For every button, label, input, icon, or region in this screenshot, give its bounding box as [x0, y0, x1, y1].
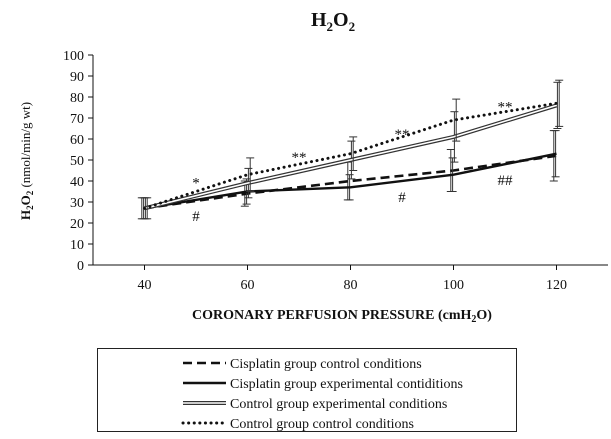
y-tick-label: 90 [70, 70, 84, 85]
y-axis-label: H2O2 (nmol/min/g wt) [18, 102, 35, 220]
y-tick-label: 100 [63, 49, 84, 64]
x-tick-label: 60 [241, 278, 255, 293]
legend-item: Cisplatin group experimental contidition… [183, 377, 463, 392]
x-tick-label: 40 [138, 278, 152, 293]
y-tick-label: 60 [70, 133, 84, 148]
series-line [144, 152, 557, 210]
y-tick-label: 70 [70, 112, 84, 127]
plot-area: 0 10 20 30 40 50 60 70 80 90 100 40 60 80 100 120 * # ** **… [63, 49, 608, 293]
x-tick-label: 100 [443, 278, 464, 293]
annotation: ** [292, 150, 307, 166]
x-axis-label: CORONARY PERFUSION PRESSURE (cmH2O) [192, 308, 492, 325]
series-line-inner [144, 104, 557, 210]
series-line [144, 154, 557, 210]
legend-label: Control group experimental conditions [230, 397, 447, 412]
legend: Cisplatin group control conditions Cispla… [181, 357, 463, 432]
y-tick-label: 80 [70, 91, 84, 106]
legend-box [97, 348, 517, 432]
annotation: # [398, 190, 406, 206]
legend-item: Cisplatin group control conditions [183, 357, 422, 372]
y-tick-label: 30 [70, 196, 84, 211]
y-tick-label: 50 [70, 154, 84, 169]
annotation: # [192, 209, 200, 225]
series-4 [143, 79, 564, 220]
legend-item: Control group experimental conditions [183, 397, 447, 412]
annotation: ## [498, 173, 514, 189]
annotation: ** [498, 100, 513, 116]
y-tick-label: 0 [77, 259, 84, 274]
chart-title: H2O2 [311, 9, 355, 34]
x-tick-label: 80 [344, 278, 358, 293]
y-tick-label: 10 [70, 238, 84, 253]
series-line [143, 101, 558, 210]
legend-label: Control group control conditions [230, 417, 414, 432]
series-3 [141, 81, 562, 220]
legend-item: Control group control conditions [181, 417, 414, 432]
legend-label: Cisplatin group control conditions [230, 357, 422, 372]
y-tick-label: 20 [70, 217, 84, 232]
y-tick-label: 40 [70, 175, 84, 190]
annotation: * [192, 175, 200, 191]
legend-label: Cisplatin group experimental contidition… [230, 377, 463, 392]
x-tick-label: 120 [546, 278, 567, 293]
annotation: ** [395, 127, 410, 143]
